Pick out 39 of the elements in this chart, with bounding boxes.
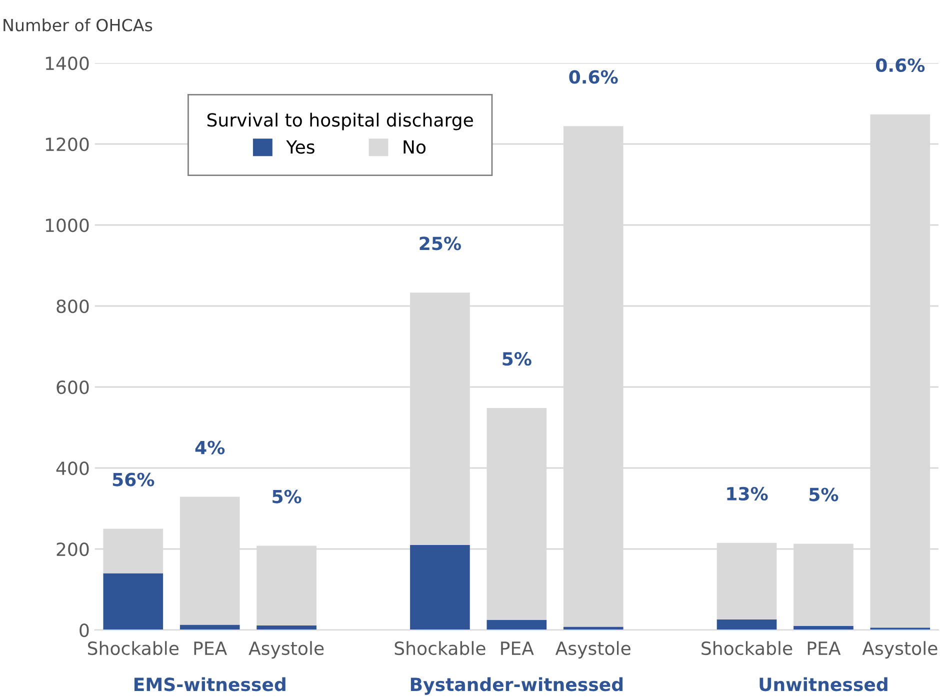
bar: [716, 619, 777, 630]
annotation: 56%: [112, 472, 154, 486]
y-tick-label: 1000: [46, 218, 89, 232]
annotation: 5%: [502, 352, 532, 366]
text: Bystander-witnessed: [410, 677, 623, 695]
x-tick-label: Shockable: [702, 641, 792, 656]
legend-label: Yes: [286, 140, 314, 154]
x-tick-label: Asystole: [248, 641, 324, 659]
y-tick-label: 1400: [46, 56, 89, 70]
y-tick-label: 0: [80, 623, 89, 638]
legend-label: No: [404, 140, 426, 154]
legend-title: Survival to hospital discharge: [207, 112, 473, 130]
bar: [103, 573, 164, 630]
annotation: 25%: [420, 236, 461, 250]
bar: [410, 544, 470, 630]
y-tick-label: 600: [56, 380, 89, 394]
annotation: 4%: [195, 440, 225, 454]
annotation: 0.6%: [569, 70, 618, 84]
bar: [486, 620, 547, 630]
x-tick-label: PEA: [808, 642, 841, 655]
text: Unwitnessed: [760, 677, 888, 692]
x-tick-label: Shockable: [88, 641, 179, 656]
y-axis-title: Number of OHCAs: [4, 18, 152, 32]
x-tick-label: PEA: [194, 642, 228, 655]
x-tick-label: Asystole: [555, 641, 630, 659]
x-tick-label: Asystole: [862, 641, 938, 659]
bar: [256, 626, 316, 630]
y-tick-label: 800: [56, 299, 89, 314]
y-tick-label: 1200: [46, 137, 89, 152]
annotation: 13%: [727, 486, 768, 501]
x-tick-label: PEA: [501, 642, 534, 655]
annotation: 5%: [810, 488, 838, 502]
y-tick-label: 200: [56, 542, 89, 556]
text: EMS-witnessed: [134, 677, 286, 692]
annotation: 5%: [272, 490, 302, 504]
y-tick-label: 400: [56, 461, 89, 476]
bar: [180, 624, 240, 630]
x-tick-label: Shockable: [394, 641, 486, 656]
annotation: 0.6%: [876, 58, 925, 72]
